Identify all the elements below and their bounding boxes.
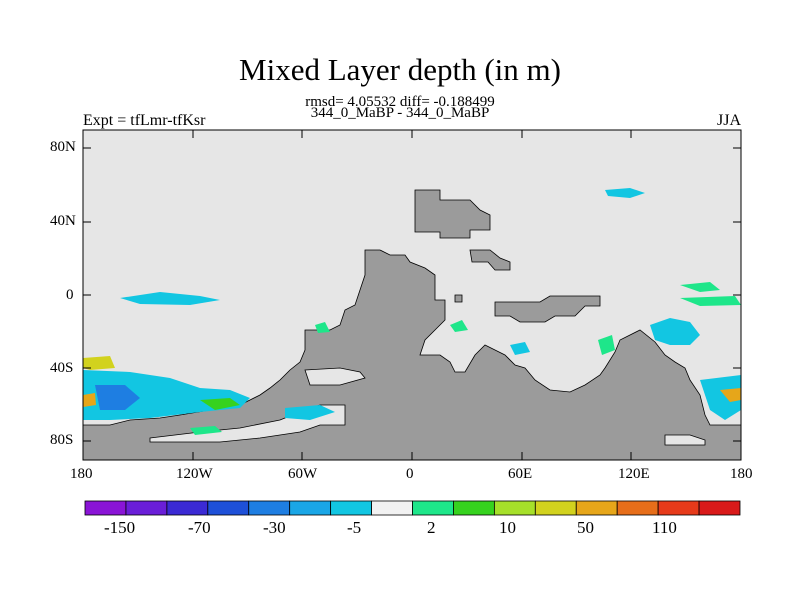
cyan-patch-north-pacific [605, 188, 645, 198]
colorbar-label-1: -150 [104, 518, 136, 537]
green-patch-inner [315, 322, 330, 333]
colorbar-swatch [84, 500, 127, 516]
cyan-patch-east-shore [650, 318, 700, 345]
orange-patch-east-edge [720, 388, 741, 402]
colorbar-label-7: 50 [577, 518, 594, 537]
colorbar-swatch [166, 500, 209, 516]
green-patch-bottom [190, 426, 222, 435]
green-patch-southeast [598, 335, 615, 355]
cyan-patch-west-pacific [120, 292, 220, 305]
lat-tick-0: 0 [66, 287, 74, 303]
land-small-island-north [454, 294, 463, 303]
colorbar-swatch [330, 500, 372, 516]
lon-tick-0: 0 [406, 466, 414, 482]
green-patch-east-1 [680, 282, 720, 292]
colorbar-label-6: 10 [499, 518, 516, 537]
lon-tick-120w: 120W [176, 466, 213, 482]
green-patch-west [200, 398, 240, 410]
plot-title: Mixed Layer depth (in m) [239, 52, 561, 87]
colorbar-label-8: 110 [652, 518, 677, 537]
colorbar-swatch [371, 500, 413, 516]
cyan-patch-east-edge [700, 375, 741, 420]
colorbar-label-5: 2 [427, 518, 436, 537]
lon-tick-180w: 180 [70, 466, 93, 482]
inner-sea-mid [304, 367, 366, 386]
experiment-label: Expt = tfLmr-tfKsr [83, 112, 206, 129]
land-pangaea-main [82, 249, 742, 461]
colorbar [84, 500, 741, 516]
colorbar-swatch [453, 500, 495, 516]
colorbar-swatch [698, 500, 741, 516]
subtitle: 344_0_MaBP - 344_0_MaBP [310, 105, 490, 121]
green-patch-east-2 [680, 296, 741, 306]
season-label: JJA [716, 112, 741, 129]
land-small-island-east [469, 249, 511, 271]
colorbar-swatch [289, 500, 332, 516]
colorbar-label-3: -30 [263, 518, 286, 537]
colorbar-swatch [575, 500, 618, 516]
lon-tick-60w: 60W [288, 466, 318, 482]
lon-tick-60e: 60E [508, 466, 533, 482]
colorbar-swatch [248, 500, 291, 516]
lat-tick-40n: 40N [50, 213, 76, 229]
colorbar-label-2: -70 [188, 518, 211, 537]
yellow-patch-west-1 [83, 356, 115, 370]
lat-tick-40s: 40S [50, 360, 74, 376]
colorbar-swatch [616, 500, 659, 516]
inner-sea-south [664, 434, 706, 446]
lat-tick-80s: 80S [50, 432, 74, 448]
land-equatorial-strip [494, 295, 601, 323]
orange-patch-west [83, 393, 96, 407]
lon-tick-180e: 180 [730, 466, 753, 482]
blue-patch-west [95, 385, 140, 410]
colorbar-swatch [493, 500, 536, 516]
green-patch-mid [450, 320, 468, 332]
stats-line: rmsd= 4.05532 diff= -0.188499 [305, 94, 495, 110]
lon-tick-120e: 120E [618, 466, 650, 482]
lat-tick-80n: 80N [50, 139, 76, 155]
cyan-patch-equator [510, 342, 530, 355]
colorbar-swatch [534, 500, 577, 516]
land-north-africa-europe [414, 189, 491, 239]
colorbar-swatch [207, 500, 250, 516]
cyan-patch-inner-sea [285, 405, 335, 420]
colorbar-label-4: -5 [347, 518, 362, 537]
colorbar-swatch [125, 500, 168, 516]
colorbar-swatch [657, 500, 700, 516]
colorbar-swatch [412, 500, 454, 516]
